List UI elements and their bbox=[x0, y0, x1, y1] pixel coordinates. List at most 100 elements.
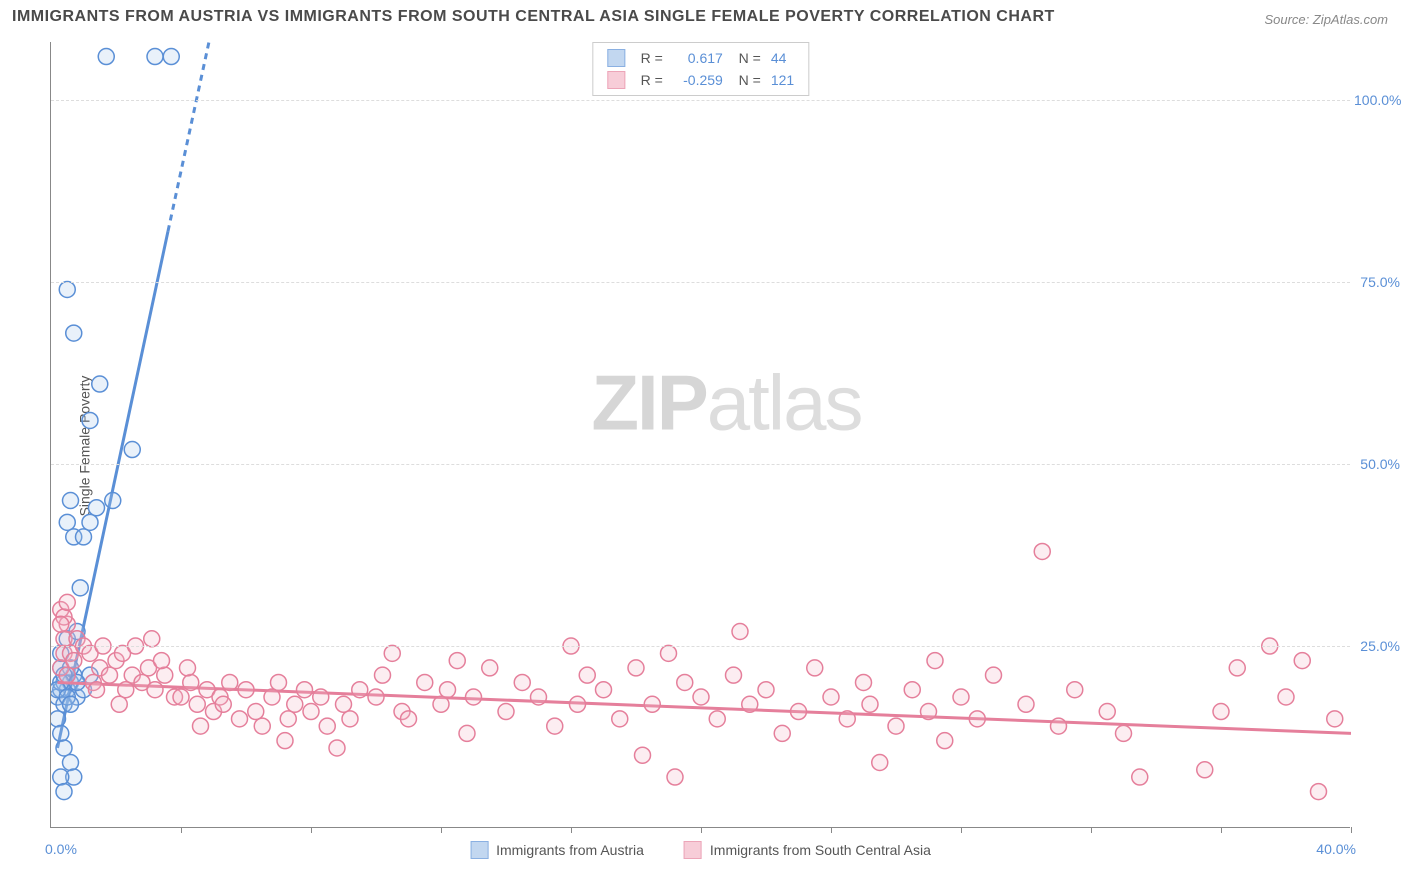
data-point bbox=[433, 696, 449, 712]
data-point bbox=[59, 667, 75, 683]
x-tick-mark bbox=[181, 827, 182, 833]
trend-line-extrapolated bbox=[168, 42, 220, 231]
data-point bbox=[969, 711, 985, 727]
plot-region: ZIPatlas 0.0% 40.0% R =0.617N =44R =-0.2… bbox=[50, 42, 1350, 828]
data-point bbox=[89, 682, 105, 698]
data-point bbox=[927, 653, 943, 669]
r-value: -0.259 bbox=[673, 69, 723, 91]
data-point bbox=[937, 733, 953, 749]
gridline bbox=[51, 646, 1350, 647]
legend-row: R =-0.259N =121 bbox=[607, 69, 794, 91]
data-point bbox=[59, 281, 75, 297]
source-attribution: Source: ZipAtlas.com bbox=[1264, 12, 1388, 27]
data-point bbox=[124, 442, 140, 458]
data-point bbox=[287, 696, 303, 712]
data-point bbox=[1067, 682, 1083, 698]
data-point bbox=[635, 747, 651, 763]
data-point bbox=[888, 718, 904, 734]
data-point bbox=[76, 529, 92, 545]
data-point bbox=[531, 689, 547, 705]
data-point bbox=[384, 645, 400, 661]
data-point bbox=[742, 696, 758, 712]
data-point bbox=[72, 580, 88, 596]
legend-swatch bbox=[470, 841, 488, 859]
legend-row: R =0.617N =44 bbox=[607, 47, 794, 69]
data-point bbox=[375, 667, 391, 683]
data-point bbox=[514, 674, 530, 690]
data-point bbox=[1034, 543, 1050, 559]
legend-item: Immigrants from South Central Asia bbox=[684, 841, 931, 859]
r-label: R = bbox=[635, 69, 663, 91]
data-point bbox=[839, 711, 855, 727]
data-point bbox=[271, 674, 287, 690]
data-point bbox=[63, 696, 79, 712]
data-point bbox=[92, 376, 108, 392]
data-point bbox=[51, 711, 66, 727]
data-point bbox=[644, 696, 660, 712]
x-tick-mark bbox=[1221, 827, 1222, 833]
data-point bbox=[215, 696, 231, 712]
data-point bbox=[193, 718, 209, 734]
gridline bbox=[51, 464, 1350, 465]
y-tick-label: 75.0% bbox=[1354, 274, 1400, 290]
data-point bbox=[904, 682, 920, 698]
data-point bbox=[264, 689, 280, 705]
data-point bbox=[277, 733, 293, 749]
data-point bbox=[63, 755, 79, 771]
data-point bbox=[807, 660, 823, 676]
data-point bbox=[89, 500, 105, 516]
data-point bbox=[238, 682, 254, 698]
data-point bbox=[953, 689, 969, 705]
data-point bbox=[726, 667, 742, 683]
data-point bbox=[53, 725, 69, 741]
data-point bbox=[1197, 762, 1213, 778]
data-point bbox=[53, 769, 69, 785]
data-point bbox=[791, 704, 807, 720]
series-legend: Immigrants from Austria Immigrants from S… bbox=[470, 841, 931, 859]
data-point bbox=[774, 725, 790, 741]
scatter-svg bbox=[51, 42, 1351, 828]
data-point bbox=[661, 645, 677, 661]
data-point bbox=[297, 682, 313, 698]
data-point bbox=[163, 49, 179, 65]
data-point bbox=[53, 616, 69, 632]
gridline bbox=[51, 282, 1350, 283]
x-tick-mark bbox=[1351, 827, 1352, 833]
data-point bbox=[173, 689, 189, 705]
data-point bbox=[183, 674, 199, 690]
data-point bbox=[466, 689, 482, 705]
data-point bbox=[709, 711, 725, 727]
data-point bbox=[579, 667, 595, 683]
data-point bbox=[66, 653, 82, 669]
x-tick-mark bbox=[571, 827, 572, 833]
data-point bbox=[677, 674, 693, 690]
data-point bbox=[401, 711, 417, 727]
x-tick-mark bbox=[701, 827, 702, 833]
legend-item: Immigrants from Austria bbox=[470, 841, 644, 859]
data-point bbox=[248, 704, 264, 720]
data-point bbox=[732, 624, 748, 640]
data-point bbox=[59, 594, 75, 610]
n-value: 121 bbox=[771, 69, 794, 91]
data-point bbox=[63, 493, 79, 509]
data-point bbox=[147, 49, 163, 65]
data-point bbox=[758, 682, 774, 698]
legend-swatch bbox=[684, 841, 702, 859]
data-point bbox=[180, 660, 196, 676]
data-point bbox=[417, 674, 433, 690]
data-point bbox=[144, 631, 160, 647]
legend-swatch bbox=[607, 49, 625, 67]
data-point bbox=[1327, 711, 1343, 727]
x-tick-mark bbox=[831, 827, 832, 833]
data-point bbox=[336, 696, 352, 712]
data-point bbox=[440, 682, 456, 698]
data-point bbox=[56, 784, 72, 800]
data-point bbox=[254, 718, 270, 734]
data-point bbox=[459, 725, 475, 741]
data-point bbox=[313, 689, 329, 705]
data-point bbox=[1294, 653, 1310, 669]
x-tick-mark bbox=[311, 827, 312, 833]
data-point bbox=[449, 653, 465, 669]
data-point bbox=[59, 514, 75, 530]
data-point bbox=[319, 718, 335, 734]
